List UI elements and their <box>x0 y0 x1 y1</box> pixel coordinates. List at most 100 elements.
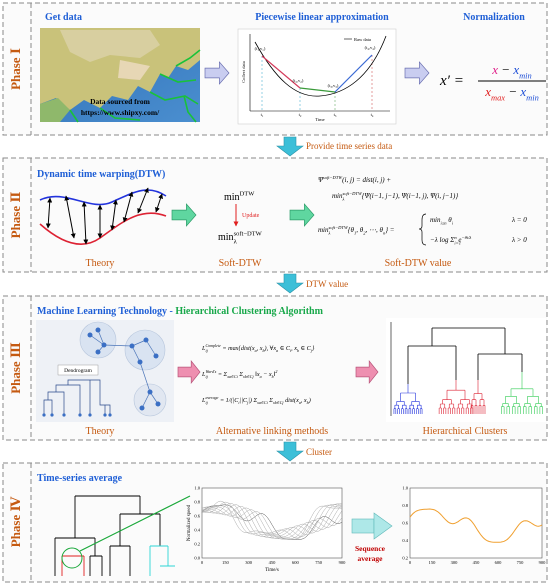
point-label: (t₁,v₁) <box>255 46 266 52</box>
point-label: (t₃,v₃) <box>328 83 339 89</box>
caption: Soft-DTW value <box>385 258 452 269</box>
connector-label: Cluster <box>306 447 332 457</box>
equation-part: average <box>205 395 218 400</box>
dendrogram-link <box>511 372 533 390</box>
connector-label: DTW value <box>306 279 348 289</box>
equation-part: , x <box>301 397 307 404</box>
section-title: Piecewise linear approximation <box>255 12 389 23</box>
connector-label: Provide time series data <box>306 141 392 151</box>
equation-part: e <box>457 236 462 244</box>
map-image-part-part <box>99 107 141 121</box>
tick-label: 750 <box>517 560 525 565</box>
equation-part: Σ <box>268 397 274 404</box>
tick-label: t₄ <box>371 112 374 117</box>
speed-line <box>201 503 343 538</box>
average-dendrogram-part <box>89 555 103 576</box>
pla-plot-part <box>237 28 397 125</box>
map-image-part <box>69 49 201 123</box>
dendrogram-link <box>409 401 414 406</box>
theory-image-part-part <box>129 343 135 349</box>
equation-part: L <box>201 397 206 404</box>
axis-label: Time/s <box>265 568 279 573</box>
linkage-formula: LijWard's = Σxa∈Ci Σxb∈Cj ‖xa − xb‖2 <box>201 369 277 379</box>
theory-image-part-part <box>131 339 147 347</box>
formula: x − xmin <box>491 62 532 81</box>
theory-image-part-part <box>88 413 92 417</box>
equation: λ > 0 <box>511 236 527 244</box>
theory-image-part-part <box>78 413 82 417</box>
dendrogram-link <box>479 399 481 406</box>
tick-label: t₂ <box>299 112 302 117</box>
dendrogram-link <box>393 405 396 410</box>
connector-arrow <box>276 136 304 462</box>
title-part: Hierarchical Clustering Algorithm <box>175 306 323 317</box>
theory-image-part-part <box>62 413 66 417</box>
dendrogram-link <box>472 393 476 401</box>
equation-part: x <box>491 62 498 77</box>
dendrogram-link <box>534 403 538 407</box>
equation-part: {Ψ(i−1, j−1), Ψ(i−1, j), Ψ(i, j−1)} <box>362 192 459 200</box>
dendrogram-link <box>527 388 539 397</box>
theory-image-part-part <box>50 413 54 417</box>
dendrogram-link <box>402 401 407 406</box>
equation-part: 2 <box>275 369 277 374</box>
speed-line <box>202 503 343 536</box>
dendrogram-link <box>401 405 404 410</box>
speed-series <box>201 500 343 540</box>
source-url: https://www.shipxy.com/ <box>81 108 160 117</box>
dendrogram-link <box>524 396 531 404</box>
section-title: Dynamic time warping(DTW) <box>37 169 165 180</box>
theory-image-part-part <box>153 353 159 359</box>
equation-part: soft−DTW <box>323 175 343 180</box>
connector-arrow-part <box>276 136 304 157</box>
equation-part: min <box>519 71 532 81</box>
theory-image-part-part <box>43 379 111 414</box>
equation-part: } = <box>385 226 395 234</box>
dendrogram-link <box>442 390 452 401</box>
theory-image-part <box>79 321 117 359</box>
equation-part: xa∈Ci <box>256 400 268 405</box>
equation-part: 2 <box>363 230 366 235</box>
section-title: Get data <box>45 12 82 23</box>
dendrogram-link <box>411 393 420 402</box>
theory-image-part-part <box>103 413 107 417</box>
update-label: Update <box>242 213 260 219</box>
equation-part: b <box>263 348 265 353</box>
equation-part: ‖ <box>274 371 276 378</box>
equation-part: a <box>299 400 301 405</box>
tick-label: 0 <box>201 560 204 565</box>
tick-label: 900 <box>339 560 347 565</box>
theory-image-part-part <box>95 349 101 355</box>
equation-part: Ψ <box>318 176 324 184</box>
caption: Alternative linking methods <box>216 426 328 437</box>
theory-image-part-part <box>131 345 141 363</box>
dtw-plot-part-part <box>81 201 89 245</box>
equation-part: xa∈Ci <box>226 374 238 379</box>
dtw-plot-part <box>45 187 163 245</box>
equation-part: n <box>454 235 457 240</box>
dendrogram-link <box>501 403 505 407</box>
dendrogram-link <box>408 405 411 410</box>
dendrogram-link <box>528 403 532 407</box>
map-image <box>40 28 201 123</box>
map-image-part <box>40 98 70 122</box>
dendrogram-link <box>512 403 516 407</box>
equation-part: soft−DTW <box>329 225 349 230</box>
dendrogram-link <box>405 405 408 410</box>
formula: x′ = <box>439 73 464 89</box>
sequence-average-label: average <box>358 554 384 563</box>
dtw-plot-part-part <box>137 187 149 214</box>
block-arrow <box>289 203 315 227</box>
equation-part: dist(x <box>284 397 300 404</box>
theory-image-part-part <box>42 413 46 417</box>
legend-label: Raw data <box>354 37 371 42</box>
equation: −λ log Σi=1n e−θi/λ <box>430 235 471 246</box>
equation-part: min <box>526 93 539 103</box>
tick-label: 0.6 <box>194 514 200 519</box>
phase-label: Phase Ⅱ <box>8 192 23 239</box>
tick-label: 750 <box>315 560 323 565</box>
theory-image-part-part <box>137 359 143 365</box>
average-dendrogram-part <box>79 495 191 552</box>
dendrogram-link <box>505 388 517 397</box>
average-dendrogram-part <box>54 495 161 576</box>
